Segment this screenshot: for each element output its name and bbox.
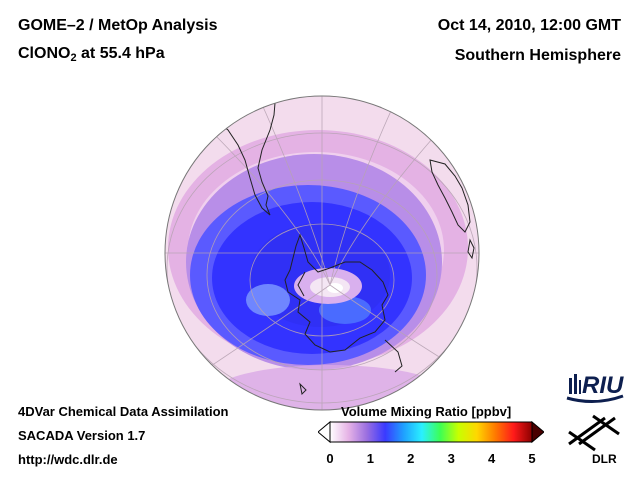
region-label: Southern Hemisphere <box>454 47 621 64</box>
date-label: Oct 14, 2010, 12:00 GMT <box>437 17 621 34</box>
species-name: ClONO <box>18 45 71 62</box>
footer-url: http://wdc.dlr.de <box>18 452 118 467</box>
dlr-logo-text: DLR <box>592 452 617 466</box>
footer-line-2: SACADA Version 1.7 <box>18 428 146 443</box>
africa-outline <box>429 159 471 233</box>
title-line-2: ClONO2 at 55.4 hPa <box>18 45 165 64</box>
riu-logo <box>566 374 624 403</box>
colorbar <box>318 420 544 444</box>
colorbar-right-arrow <box>531 420 544 444</box>
colorbar-gradient <box>329 421 533 443</box>
species-subscript: 2 <box>70 52 77 64</box>
riu-logo-text: RIU <box>582 372 624 399</box>
colorbar-title: Volume Mixing Ratio [ppbv] <box>341 404 512 419</box>
footer-line-1: 4DVar Chemical Data Assimilation <box>18 404 229 419</box>
colorbar-tick-0: 0 <box>326 451 334 466</box>
colorbar-tick-4: 4 <box>487 451 496 466</box>
dlr-logo <box>568 414 620 452</box>
antarctica-outline <box>284 233 389 353</box>
globe-outline <box>164 95 480 411</box>
colorbar-tick-2: 2 <box>407 451 415 466</box>
colorbar-tick-1: 1 <box>366 451 374 466</box>
title-line-1: GOME–2 / MetOp Analysis <box>18 17 218 34</box>
colorbar-tick-5: 5 <box>528 451 536 466</box>
pressure-level: at 55.4 hPa <box>76 45 165 62</box>
colorbar-tick-3: 3 <box>447 451 455 466</box>
colorbar-left-arrow <box>318 420 331 444</box>
